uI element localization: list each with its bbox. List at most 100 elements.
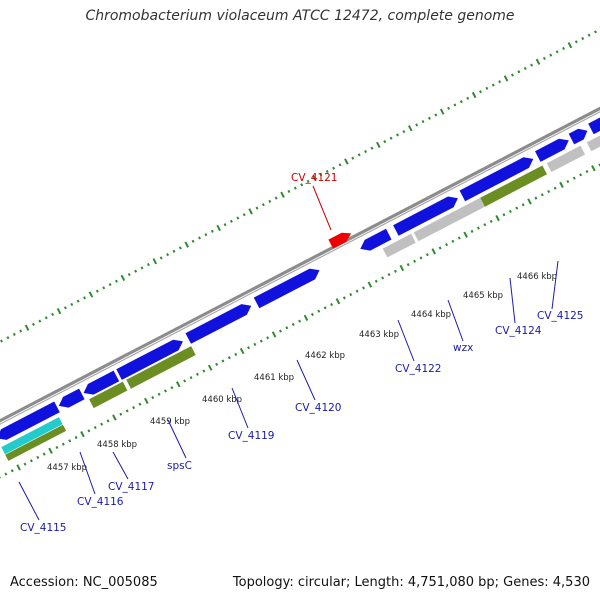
outer-tick bbox=[216, 224, 221, 232]
outer-tick bbox=[229, 219, 233, 223]
inner-tick bbox=[553, 186, 557, 190]
outer-tick bbox=[306, 179, 310, 184]
gene-arrow bbox=[568, 128, 588, 145]
inner-tick bbox=[303, 314, 309, 321]
gene-track bbox=[0, 117, 600, 440]
outer-tick bbox=[338, 163, 342, 167]
highlight-gene-arrow bbox=[328, 232, 352, 249]
inner-tick bbox=[138, 402, 142, 406]
inner-tick bbox=[61, 442, 65, 446]
outer-tick bbox=[376, 141, 381, 149]
inner-tick bbox=[16, 464, 21, 471]
outer-tick bbox=[0, 339, 3, 343]
outer-tick bbox=[248, 208, 253, 215]
outer-tick bbox=[332, 166, 336, 170]
gene-arrow bbox=[253, 268, 320, 309]
outer-tick bbox=[261, 203, 265, 207]
inner-tick bbox=[100, 422, 104, 426]
inner-tick bbox=[406, 263, 410, 267]
inner-tick bbox=[239, 347, 245, 355]
gene-label-leader bbox=[551, 260, 559, 310]
gene-arrow bbox=[459, 157, 534, 202]
gene-label: CV_4115 bbox=[20, 522, 67, 534]
gene-label: CV_4124 bbox=[495, 325, 542, 337]
inner-tick bbox=[547, 189, 551, 194]
outer-tick bbox=[581, 36, 585, 41]
inner-tick bbox=[387, 273, 391, 277]
outer-tick bbox=[210, 229, 214, 233]
inner-tick bbox=[310, 312, 314, 317]
inner-tick bbox=[42, 452, 46, 456]
inner-tick bbox=[298, 319, 302, 323]
inner-tick bbox=[381, 276, 385, 280]
inner-tick bbox=[151, 396, 155, 400]
outer-tick bbox=[83, 296, 87, 300]
inner-tick bbox=[266, 336, 270, 340]
inner-tick bbox=[74, 435, 78, 440]
outer-tick bbox=[223, 223, 227, 227]
outer-tick bbox=[95, 289, 99, 293]
outer-tick bbox=[383, 139, 387, 144]
gene-label: CV_4125 bbox=[537, 310, 584, 322]
inner-tick-ring bbox=[0, 163, 600, 479]
inner-tick bbox=[342, 296, 346, 300]
inner-tick bbox=[93, 425, 97, 430]
outer-tick bbox=[471, 91, 477, 99]
inner-tick bbox=[132, 406, 136, 410]
outer-tick bbox=[134, 269, 138, 273]
outer-tick bbox=[351, 156, 355, 160]
outer-tick bbox=[287, 189, 291, 193]
inner-tick bbox=[87, 429, 91, 433]
outer-tick bbox=[491, 83, 495, 87]
feature-green bbox=[89, 381, 128, 409]
gene-label: wzx bbox=[453, 342, 473, 354]
kbp-label: 4462 kbp bbox=[305, 351, 345, 361]
outer-tick bbox=[236, 216, 240, 220]
outer-tick bbox=[466, 96, 470, 100]
outer-tick bbox=[517, 70, 521, 74]
inner-tick bbox=[144, 397, 149, 405]
gene-labels: CV_4115 CV_4116 CV_4117 spsC CV_4119 CV_4120 C… bbox=[18, 172, 584, 534]
kbp-label: 4459 kbp bbox=[150, 417, 190, 427]
inner-tick bbox=[362, 286, 365, 290]
inner-tick bbox=[502, 213, 506, 217]
kbp-label: 4461 kbp bbox=[254, 373, 294, 383]
gene-label-leader bbox=[312, 185, 332, 231]
outer-tick bbox=[402, 130, 406, 134]
gene-label-leader bbox=[296, 359, 316, 401]
genome-backbone bbox=[0, 106, 600, 425]
inner-tick bbox=[476, 226, 480, 230]
feature-gray bbox=[413, 197, 485, 242]
kbp-labels: 4457 kbp 4458 kbp 4459 kbp 4460 kbp 4461 kbp… bbox=[47, 272, 557, 473]
kbp-label: 4465 kbp bbox=[463, 291, 503, 301]
gene-label: CV_4117 bbox=[108, 481, 155, 493]
inner-tick bbox=[445, 243, 448, 247]
inner-tick bbox=[29, 459, 33, 463]
gene-arrow bbox=[588, 117, 600, 135]
inner-tick bbox=[591, 165, 596, 172]
inner-tick bbox=[202, 369, 206, 373]
inner-tick bbox=[221, 359, 225, 363]
feature-green bbox=[480, 165, 547, 207]
outer-tick bbox=[127, 272, 131, 277]
inner-tick bbox=[195, 372, 199, 376]
inner-tick bbox=[10, 469, 14, 473]
inner-tick bbox=[330, 302, 334, 307]
outer-tick bbox=[594, 30, 597, 34]
outer-tick bbox=[31, 322, 35, 326]
outer-tick bbox=[357, 153, 361, 157]
inner-tick bbox=[566, 179, 570, 184]
inner-tick bbox=[457, 236, 461, 240]
feature-green bbox=[5, 424, 67, 461]
outer-tick bbox=[312, 175, 317, 182]
gene-label: CV_4120 bbox=[295, 402, 342, 414]
kbp-label: 4464 kbp bbox=[411, 310, 451, 320]
outer-tick bbox=[427, 116, 431, 120]
outer-tick-ring bbox=[0, 26, 600, 343]
inner-tick bbox=[355, 289, 359, 293]
outer-tick bbox=[453, 103, 457, 107]
gene-label-leader bbox=[18, 481, 40, 521]
inner-tick bbox=[253, 342, 257, 346]
inner-tick bbox=[4, 472, 8, 476]
inner-tick bbox=[48, 447, 53, 454]
